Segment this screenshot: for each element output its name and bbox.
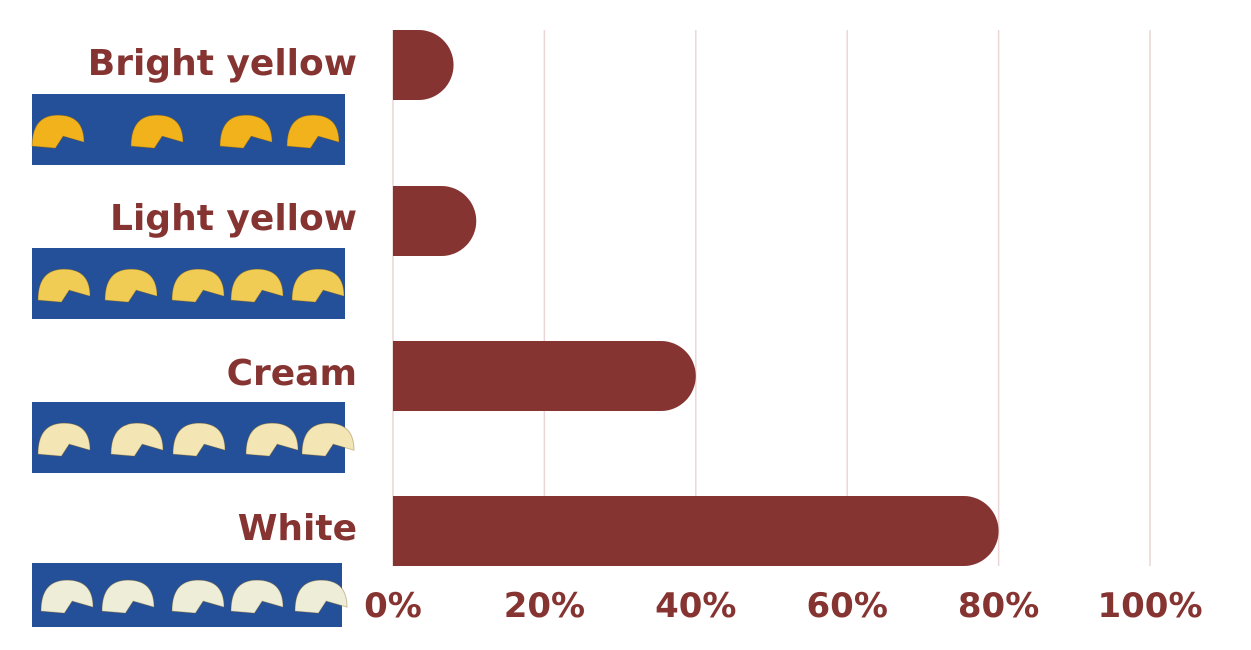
- x-tick-label: 40%: [655, 586, 736, 626]
- bar-cream: [393, 341, 696, 411]
- piece: [245, 422, 299, 457]
- piece: [171, 579, 225, 614]
- piece: [37, 268, 91, 303]
- photo-white: [32, 563, 348, 627]
- bar-bright-yellow: [393, 30, 454, 100]
- piece: [294, 579, 348, 614]
- x-tick-label: 20%: [504, 586, 585, 626]
- bars: [393, 30, 999, 566]
- category-label: Cream: [227, 353, 357, 394]
- piece: [104, 268, 158, 303]
- x-tick-label: 0%: [364, 586, 422, 626]
- bar-light-yellow: [393, 186, 477, 256]
- x-tick-label: 60%: [807, 586, 888, 626]
- x-tick-label: 80%: [958, 586, 1039, 626]
- piece: [301, 422, 355, 457]
- category-photos: [31, 94, 355, 627]
- piece: [230, 268, 284, 303]
- gridlines: [543, 30, 1151, 566]
- piece: [286, 114, 340, 149]
- category-label: White: [238, 508, 357, 549]
- bar-white: [393, 496, 999, 566]
- piece: [110, 422, 164, 457]
- photo-cream: [32, 402, 355, 473]
- piece: [219, 114, 273, 149]
- piece: [172, 422, 226, 457]
- piece: [171, 268, 225, 303]
- photo-light-yellow: [32, 248, 345, 319]
- x-tick-labels: 0% 20% 40% 60% 80% 100%: [364, 586, 1202, 626]
- category-label: Bright yellow: [88, 43, 357, 84]
- piece: [40, 579, 94, 614]
- piece: [101, 579, 155, 614]
- piece: [291, 268, 345, 303]
- piece: [37, 422, 91, 457]
- piece: [230, 579, 284, 614]
- photo-bright-yellow: [31, 94, 345, 165]
- piece: [31, 114, 85, 149]
- piece: [130, 114, 184, 149]
- category-label: Light yellow: [110, 198, 357, 239]
- x-tick-label: 100%: [1097, 586, 1202, 626]
- category-labels: Bright yellow Light yellow Cream White: [88, 43, 357, 549]
